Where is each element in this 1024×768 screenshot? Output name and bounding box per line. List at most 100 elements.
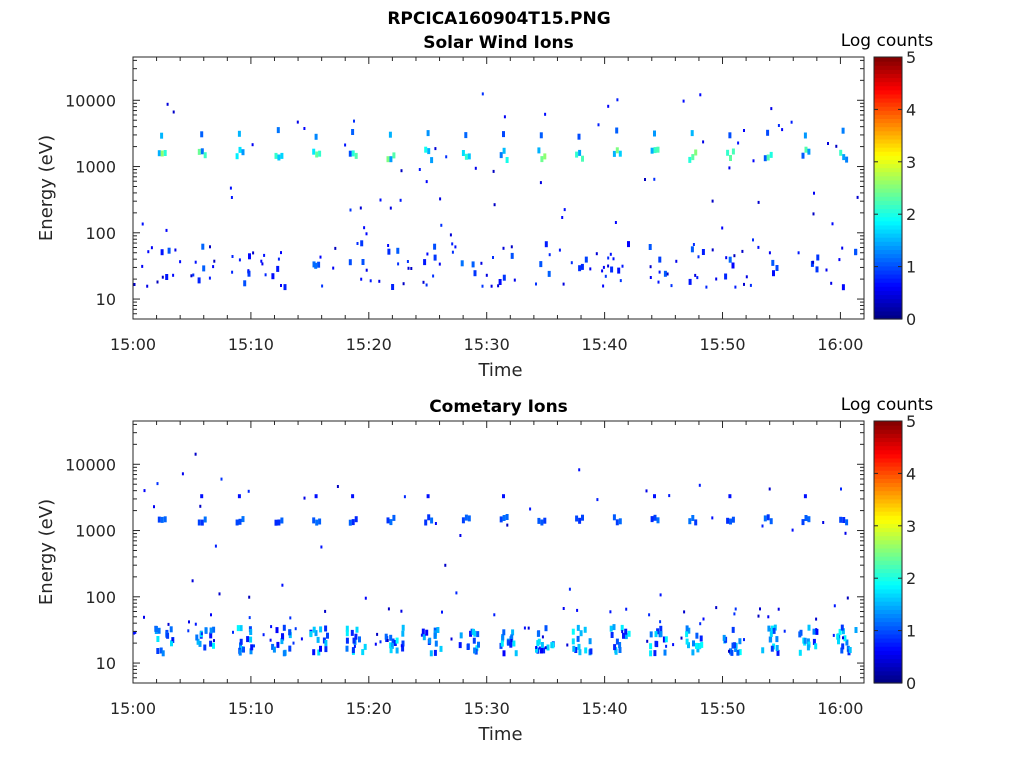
colorbar-segment [874, 654, 902, 660]
count-cell [510, 634, 514, 641]
count-cell [514, 650, 518, 657]
count-cell [212, 642, 215, 649]
count-cell [775, 265, 779, 271]
count-cell [384, 633, 388, 640]
y-tick-label: 100 [85, 224, 116, 243]
solar-wind-ions-plot-area [132, 56, 865, 320]
count-cell [846, 596, 849, 600]
count-cell [425, 629, 429, 636]
solar-wind-ions-axes: 10 100 1000 10000 15:00 15:10 15:20 15:30 15:40 1… [36, 57, 865, 381]
count-cell [451, 242, 454, 246]
count-cell [418, 168, 421, 171]
count-cell [165, 228, 168, 232]
colorbar-segment [874, 314, 902, 320]
count-cell [492, 169, 495, 173]
count-cell [542, 647, 546, 654]
count-cell [153, 505, 155, 509]
colorbar-segment [874, 605, 902, 610]
count-cell [434, 640, 438, 647]
count-cell [856, 195, 859, 199]
count-cell [147, 250, 150, 254]
count-cell [842, 517, 846, 523]
colorbar-segment [874, 171, 902, 177]
count-cell [670, 284, 673, 288]
count-cell [369, 279, 372, 283]
colorbar-segment [874, 425, 902, 430]
colorbar-segment [874, 633, 902, 639]
count-cell [303, 127, 306, 130]
count-cell [314, 262, 318, 269]
count-cell [835, 144, 838, 148]
count-cell [680, 636, 683, 640]
colorbar-segment [874, 572, 902, 578]
count-cell [156, 482, 159, 486]
count-cell [360, 277, 363, 281]
colorbar-segment [874, 482, 902, 488]
count-cell [583, 626, 587, 633]
count-cell [387, 248, 391, 255]
count-cell [577, 643, 581, 650]
cometary-ions-axes: 10 100 1000 10000 15:00 15:10 15:20 15:30 15:40 1… [36, 421, 865, 745]
colorbar-segment [874, 613, 902, 619]
count-cell [334, 246, 337, 250]
count-cell [459, 534, 462, 537]
count-cell [498, 279, 502, 285]
count-cell [731, 642, 735, 649]
count-cell [232, 630, 234, 634]
colorbar-segment [874, 429, 902, 434]
colorbar-tick-label: 3 [906, 517, 916, 536]
count-cell [474, 648, 478, 655]
count-cell [769, 636, 773, 643]
count-cell [761, 647, 765, 654]
count-cell [540, 642, 544, 648]
colorbar-segment [874, 253, 902, 259]
count-cell [345, 637, 349, 644]
count-cell [264, 273, 267, 277]
count-cell [589, 648, 593, 655]
count-cell [691, 154, 695, 161]
count-cell [798, 631, 802, 638]
count-cell [837, 638, 840, 645]
count-cell [209, 640, 213, 647]
y-tick-label: 10 [96, 654, 116, 673]
count-cell [574, 647, 578, 653]
count-cell [770, 645, 774, 652]
count-cell [336, 485, 339, 488]
count-cell [198, 640, 202, 647]
count-cell [397, 262, 400, 266]
x-tick-label: 15:30 [464, 335, 510, 354]
count-cell [440, 223, 443, 227]
colorbar-segment [874, 449, 902, 455]
count-cell [324, 625, 328, 632]
count-cell [199, 504, 202, 508]
colorbar-segment [874, 77, 902, 83]
colorbar-segment [874, 134, 902, 140]
colorbar-segment [874, 642, 902, 647]
count-cell [353, 644, 356, 648]
count-cell [649, 650, 653, 657]
count-cell [434, 522, 437, 525]
colorbar-segment [874, 650, 902, 655]
count-cell [280, 152, 284, 159]
count-cell [649, 276, 652, 279]
count-cell [815, 266, 819, 273]
colorbar-segment [874, 592, 902, 598]
count-cell [481, 284, 484, 288]
count-cell [197, 148, 201, 155]
count-cell [314, 630, 318, 637]
colorbar-segment [874, 73, 902, 79]
colorbar-segment [874, 588, 902, 594]
count-cell [425, 180, 428, 184]
count-cell [840, 647, 844, 654]
count-cell [509, 641, 513, 648]
count-cell [197, 519, 201, 526]
count-cell [607, 264, 610, 268]
count-cell [616, 98, 619, 102]
count-cell [656, 517, 660, 524]
count-cell [568, 587, 571, 591]
count-cell [588, 638, 592, 645]
count-cell [807, 624, 811, 631]
count-cell [247, 489, 250, 493]
